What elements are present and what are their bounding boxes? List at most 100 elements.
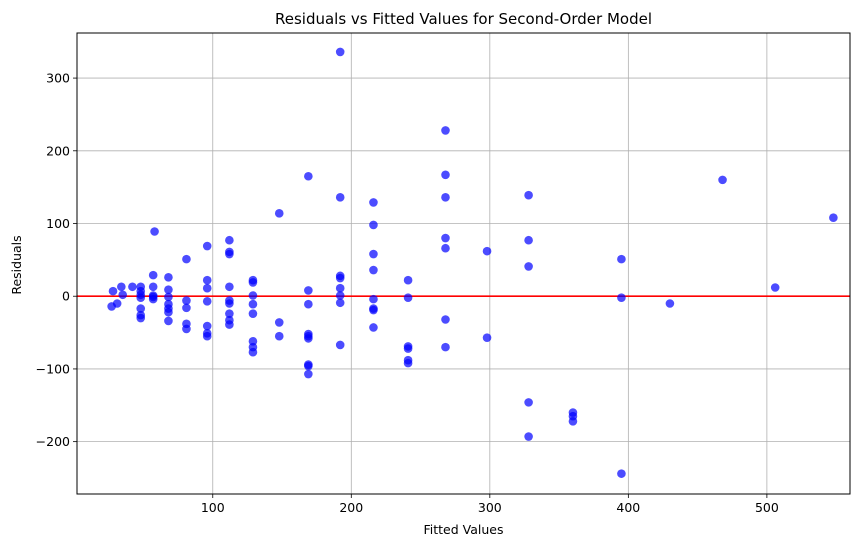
y-tick-label: 0	[62, 289, 70, 304]
data-point	[617, 293, 626, 302]
data-point	[304, 361, 313, 371]
data-points	[107, 47, 838, 478]
data-point	[164, 273, 173, 282]
data-point	[248, 347, 258, 357]
data-point	[770, 283, 780, 292]
x-tick-label: 100	[201, 500, 225, 515]
chart-title: Residuals vs Fitted Values for Second-Or…	[275, 10, 652, 28]
data-point	[148, 282, 158, 292]
data-point	[304, 299, 313, 309]
y-tick-label: 200	[46, 143, 70, 158]
x-axis-label: Fitted Values	[424, 522, 504, 537]
data-point	[118, 290, 128, 300]
data-point	[202, 297, 212, 306]
data-point	[182, 296, 191, 305]
data-point	[128, 282, 137, 292]
data-point	[148, 294, 158, 304]
data-point	[182, 254, 191, 264]
data-point	[665, 299, 675, 308]
data-point	[524, 190, 533, 200]
data-point	[182, 303, 191, 313]
data-point	[335, 340, 345, 350]
data-point	[202, 331, 212, 341]
data-point	[441, 126, 450, 135]
y-tick-label: −200	[36, 434, 70, 449]
data-point	[304, 334, 313, 343]
plot-area-frame	[76, 32, 851, 495]
data-point	[112, 299, 122, 308]
data-point	[335, 283, 345, 293]
data-point	[441, 233, 450, 243]
data-point	[304, 369, 313, 379]
data-point	[182, 324, 191, 334]
y-tick-label: 100	[46, 216, 70, 231]
data-point	[164, 292, 173, 302]
data-point	[225, 235, 234, 245]
data-point	[164, 307, 173, 317]
x-tick-label: 500	[755, 500, 779, 515]
x-tick-label: 300	[478, 500, 502, 515]
data-point	[225, 320, 234, 329]
data-point	[441, 342, 450, 352]
data-point	[482, 333, 492, 342]
data-point	[403, 344, 413, 353]
y-tick-label: 300	[46, 71, 70, 86]
data-point	[225, 309, 234, 318]
data-point	[274, 331, 284, 341]
data-point	[335, 193, 345, 202]
data-point	[617, 254, 626, 264]
data-point	[403, 275, 413, 285]
data-point	[225, 282, 234, 292]
data-point	[136, 293, 146, 302]
x-tick-label: 400	[616, 500, 640, 515]
data-point	[335, 291, 345, 300]
data-point	[369, 323, 378, 332]
data-point	[148, 270, 158, 280]
data-point	[524, 235, 533, 245]
data-point	[568, 416, 578, 426]
grid-lines	[77, 33, 850, 494]
data-point	[202, 283, 212, 293]
y-tick-label: −100	[36, 361, 70, 376]
y-axis-label: Residuals	[9, 235, 24, 294]
data-point	[248, 291, 258, 300]
axis-ticks: 100 200 300 400 500 −200 −100 0 100 200 300	[36, 71, 779, 515]
data-point	[150, 227, 159, 236]
data-point	[403, 293, 413, 302]
data-point	[369, 294, 378, 304]
data-point	[482, 246, 492, 256]
data-point	[136, 313, 146, 323]
data-point	[718, 175, 727, 185]
data-point	[202, 275, 212, 285]
data-point	[335, 298, 345, 308]
data-point	[225, 299, 234, 308]
data-point	[202, 241, 212, 251]
data-point	[117, 282, 126, 292]
data-point	[617, 469, 626, 478]
data-point	[164, 285, 173, 294]
data-point	[304, 286, 313, 295]
data-point	[441, 315, 450, 324]
data-point	[202, 321, 212, 331]
data-point	[524, 432, 533, 441]
data-point	[441, 243, 450, 253]
data-point	[369, 249, 378, 259]
data-point	[108, 286, 118, 296]
data-point	[369, 220, 378, 230]
data-point	[335, 273, 345, 283]
data-point	[524, 262, 533, 271]
data-point	[136, 304, 146, 313]
data-point	[524, 398, 533, 407]
data-point	[403, 358, 413, 368]
data-point	[369, 265, 378, 275]
data-point	[248, 278, 258, 287]
data-point	[441, 170, 450, 180]
data-point	[369, 305, 378, 315]
data-point	[248, 299, 258, 309]
data-point	[335, 47, 345, 57]
data-point	[274, 209, 284, 218]
data-point	[274, 318, 284, 327]
data-point	[304, 171, 313, 181]
x-tick-label: 200	[339, 500, 363, 515]
